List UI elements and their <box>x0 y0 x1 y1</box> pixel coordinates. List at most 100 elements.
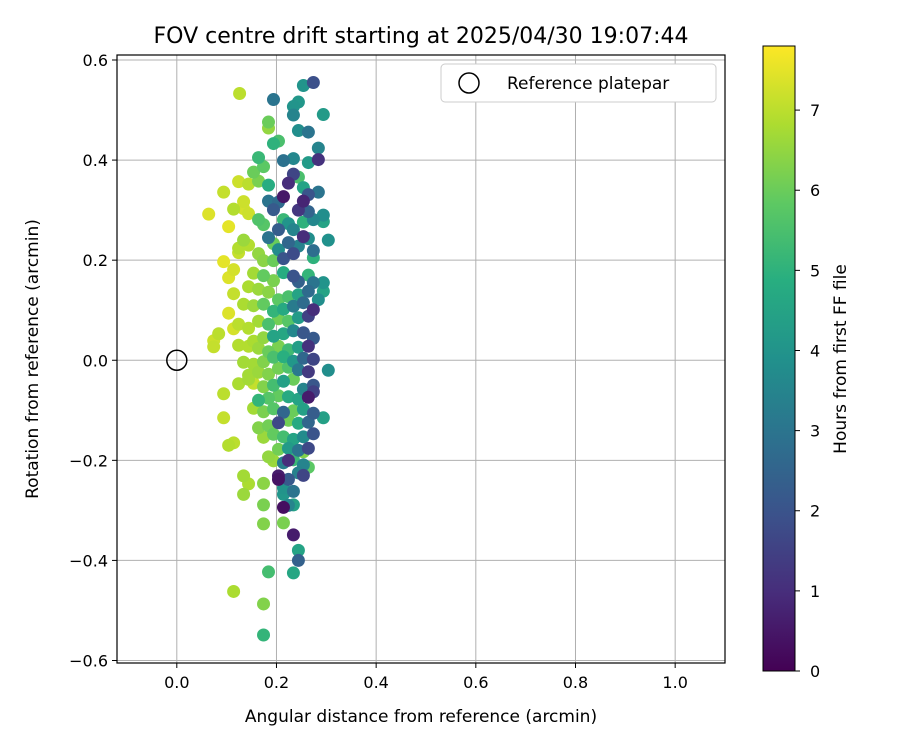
data-point <box>257 597 271 611</box>
data-point <box>301 125 315 139</box>
data-point <box>237 355 251 369</box>
x-tick-label: 0.2 <box>264 673 289 692</box>
y-tick-label: 0.6 <box>83 51 108 70</box>
data-point <box>276 154 290 168</box>
data-point <box>266 137 280 151</box>
data-point <box>212 327 226 341</box>
data-point <box>237 469 251 483</box>
data-point <box>257 355 271 369</box>
data-point <box>242 280 256 294</box>
data-point <box>257 331 271 345</box>
data-point <box>227 202 241 216</box>
data-point <box>276 430 290 444</box>
data-point <box>281 441 295 455</box>
colorbar-tick-label: 0 <box>810 662 820 681</box>
data-points <box>202 76 335 642</box>
data-point <box>227 287 241 301</box>
data-point <box>316 108 330 122</box>
data-point <box>301 441 315 455</box>
data-point <box>306 406 320 420</box>
data-point <box>257 380 271 394</box>
legend: Reference platepar <box>440 63 717 103</box>
data-point <box>217 185 231 199</box>
data-point <box>306 76 320 90</box>
data-point <box>242 207 256 221</box>
x-tick-label: 0.6 <box>463 673 488 692</box>
data-point <box>257 297 271 311</box>
data-point <box>242 177 256 191</box>
data-point <box>286 484 300 498</box>
data-point <box>227 263 241 277</box>
data-point <box>306 427 320 441</box>
data-point <box>311 293 325 307</box>
data-point <box>296 430 310 444</box>
data-point <box>291 124 305 138</box>
data-point <box>252 421 266 435</box>
colorbar-tick-label: 7 <box>810 101 820 120</box>
data-point <box>276 374 290 388</box>
x-tick-label: 0.0 <box>164 673 189 692</box>
data-point <box>271 472 285 486</box>
data-point <box>281 453 295 467</box>
data-point <box>252 365 266 379</box>
colorbar-tick-label: 1 <box>810 582 820 601</box>
data-point <box>296 215 310 229</box>
data-point <box>202 207 216 221</box>
data-point <box>291 416 305 430</box>
data-point <box>237 297 251 311</box>
x-axis-ticks: 0.0 0.2 0.4 0.6 0.8 1.0 <box>164 663 688 692</box>
data-point <box>281 472 295 486</box>
data-point <box>257 405 271 419</box>
data-point <box>266 402 280 416</box>
colorbar: 0 1 2 3 4 5 6 7 Hours from first FF file <box>762 45 851 681</box>
data-point <box>281 176 295 190</box>
data-point <box>296 326 310 340</box>
y-tick-label: −0.4 <box>69 551 108 570</box>
data-point <box>301 365 315 379</box>
data-point <box>232 175 246 189</box>
data-point <box>286 566 300 580</box>
data-point <box>296 468 310 482</box>
data-point <box>311 185 325 199</box>
data-point <box>271 416 285 430</box>
data-point <box>311 141 325 155</box>
data-point <box>247 266 261 280</box>
data-point <box>306 303 320 317</box>
data-point <box>266 329 280 343</box>
data-point <box>266 93 280 107</box>
data-point <box>276 500 290 514</box>
data-point <box>286 269 300 283</box>
data-point <box>286 152 300 166</box>
y-tick-label: −0.2 <box>69 451 108 470</box>
colorbar-tick-label: 6 <box>810 181 820 200</box>
data-point <box>262 317 276 331</box>
data-point <box>232 338 246 352</box>
y-tick-label: 0.4 <box>83 151 108 170</box>
data-point <box>296 194 310 208</box>
data-point <box>276 327 290 341</box>
data-point <box>262 391 276 405</box>
data-point <box>286 299 300 313</box>
data-point <box>286 404 300 418</box>
data-point <box>281 236 295 250</box>
data-point <box>306 352 320 366</box>
x-tick-label: 1.0 <box>662 673 687 692</box>
data-point <box>266 378 280 392</box>
legend-box <box>440 63 717 103</box>
data-point <box>247 299 261 313</box>
data-point <box>301 205 315 219</box>
data-point <box>252 213 266 227</box>
data-point <box>233 87 247 101</box>
data-point <box>257 476 271 490</box>
data-point <box>316 276 330 290</box>
data-point <box>271 361 285 375</box>
data-point <box>217 387 231 401</box>
data-point <box>301 390 315 404</box>
data-point <box>276 266 290 280</box>
colorbar-label: Hours from first FF file <box>831 264 851 454</box>
data-point <box>296 79 310 93</box>
data-point <box>271 339 285 353</box>
data-point <box>271 442 285 456</box>
data-point <box>227 584 241 598</box>
data-point <box>296 402 310 416</box>
